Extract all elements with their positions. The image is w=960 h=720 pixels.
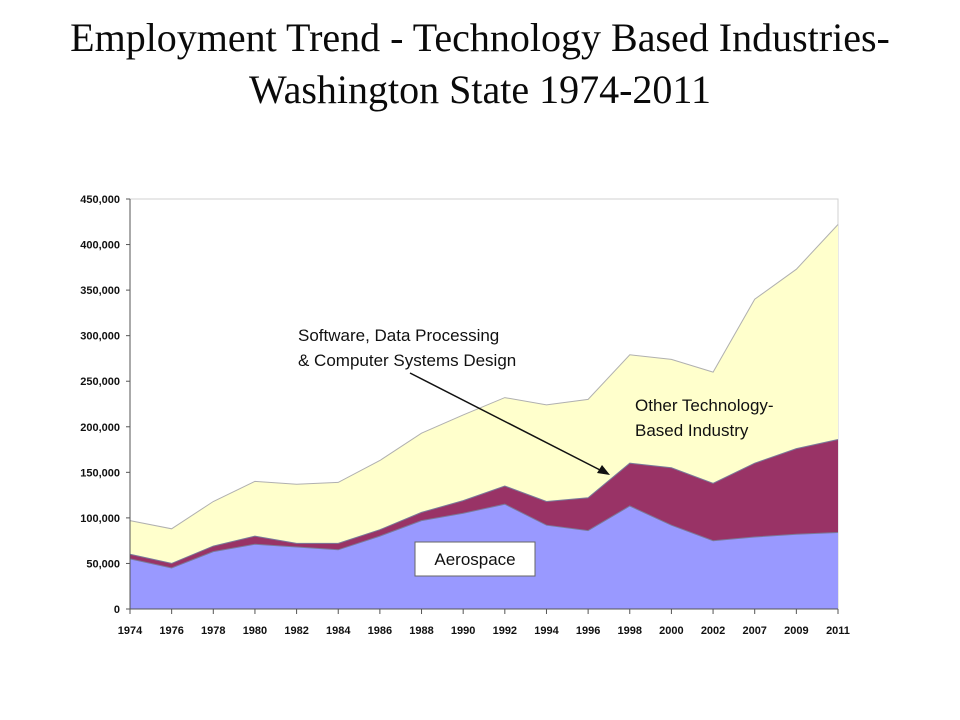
y-tick-label: 100,000: [80, 513, 120, 525]
x-tick-label: 1992: [493, 625, 517, 637]
slide-title: Employment Trend - Technology Based Indu…: [0, 12, 960, 116]
x-tick-label: 1990: [451, 625, 475, 637]
y-tick-label: 300,000: [80, 331, 120, 343]
x-tick-label: 2009: [784, 625, 808, 637]
annotation-software-arrowhead: [597, 465, 610, 475]
area-series-1: [130, 439, 838, 568]
x-tick-label: 1994: [534, 625, 559, 637]
series-outline-0: [129, 503, 839, 569]
series-outline-1: [129, 439, 839, 564]
y-tick-label: 150,000: [80, 467, 120, 479]
x-tick-label: 1984: [326, 625, 351, 637]
x-tick-label: 1986: [368, 625, 392, 637]
y-axis: 0 50,000 100,000 150,000 200,000 250,000 300,0…: [80, 194, 131, 616]
x-tick-label: 1988: [409, 625, 433, 637]
annotations: Software, Data Processing & Computer Sys…: [298, 326, 774, 577]
x-tick-label: 2007: [742, 625, 766, 637]
x-tick-label: 1976: [159, 625, 183, 637]
aerospace-label-box: [414, 541, 536, 577]
y-tick-label: 200,000: [80, 422, 120, 434]
y-tick-label: 400,000: [80, 240, 120, 252]
annotation-software-line-1: Software, Data Processing: [298, 326, 499, 345]
x-axis: 1974 1976 1978 1980 1982 1984 1986 1988 1990 1992…: [118, 608, 850, 637]
x-tick-label: 2011: [826, 625, 850, 637]
y-tick-label: 250,000: [80, 376, 120, 388]
annotation-software-line-2: & Computer Systems Design: [298, 351, 516, 370]
y-tick-label: 450,000: [80, 194, 120, 206]
y-tick-label: 350,000: [80, 285, 120, 297]
x-tick-label: 2002: [701, 625, 725, 637]
y-tick-label: 50,000: [86, 558, 120, 570]
x-tick-label: 1998: [618, 625, 642, 637]
annotation-software-arrow: [409, 372, 603, 472]
annotation-other-line-1: Other Technology-: [635, 396, 774, 415]
series-outlines: [129, 224, 839, 569]
x-tick-label: 2000: [659, 625, 683, 637]
x-tick-label: 1980: [243, 625, 267, 637]
annotation-aerospace: Aerospace: [434, 550, 515, 569]
x-tick-label: 1974: [118, 625, 143, 637]
x-tick-label: 1978: [201, 625, 225, 637]
y-tick-label: 0: [114, 604, 120, 616]
x-tick-label: 1982: [284, 625, 308, 637]
area-series-2: [130, 224, 838, 564]
series-outline-2: [129, 224, 839, 530]
x-tick-label: 1996: [576, 625, 600, 637]
slide-title-line-1: Employment Trend - Technology Based Indu…: [70, 15, 890, 60]
annotation-other-line-2: Based Industry: [635, 421, 749, 440]
slide-title-line-2: Washington State 1974-2011: [249, 67, 711, 112]
